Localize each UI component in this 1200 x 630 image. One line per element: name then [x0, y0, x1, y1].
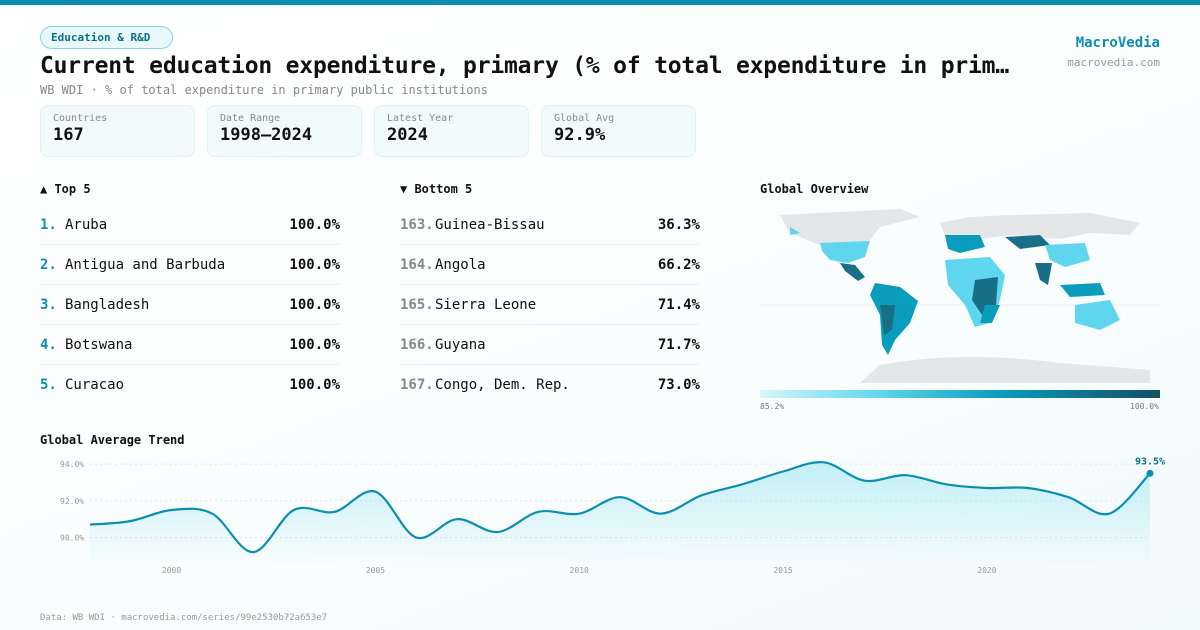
- country-name: Bangladesh: [65, 296, 150, 313]
- country-value: 66.2%: [657, 256, 700, 273]
- country-name: Antigua and Barbuda: [65, 256, 226, 273]
- last-value-label: 93.5%: [1135, 456, 1165, 467]
- country-name: Guyana: [435, 336, 486, 353]
- stat-countries: Countries 167: [40, 105, 195, 157]
- stat-label: Latest Year: [387, 113, 454, 124]
- rank: 4.: [40, 336, 57, 353]
- stat-global-avg: Global Avg 92.9%: [541, 105, 696, 157]
- europe: [945, 235, 985, 253]
- rank: 5.: [40, 377, 57, 393]
- list-item[interactable]: 164. Angola 66.2%: [400, 245, 700, 285]
- china: [1045, 243, 1090, 267]
- trend-chart[interactable]: 90.0% 92.0% 94.0% 2000 2005 2010 2015 2020 93.5%: [40, 455, 1170, 585]
- bottom5-list: 163. Guinea-Bissau 36.3% 164. Angola 66.2% 165…: [400, 205, 700, 405]
- list-item[interactable]: 5. Curacao 100.0%: [40, 365, 340, 405]
- rank: 167.: [400, 377, 434, 393]
- rank: 1.: [40, 216, 57, 233]
- india: [1035, 263, 1052, 285]
- list-item[interactable]: 165. Sierra Leone 71.4%: [400, 285, 700, 325]
- y-tick-label: 90.0%: [60, 534, 84, 543]
- trend-area: [90, 462, 1150, 565]
- country-value: 100.0%: [289, 377, 340, 393]
- southeast-asia: [1060, 283, 1105, 297]
- country-name: Angola: [435, 256, 486, 273]
- stat-latest-year: Latest Year 2024: [374, 105, 529, 157]
- country-value: 100.0%: [289, 296, 340, 313]
- last-point-marker: [1146, 469, 1154, 477]
- world-map[interactable]: [760, 205, 1160, 385]
- country-value: 36.3%: [657, 216, 700, 233]
- country-name: Aruba: [65, 216, 108, 233]
- x-tick-label: 2000: [162, 566, 181, 575]
- usa: [820, 241, 870, 263]
- legend-max: 100.0%: [1130, 402, 1159, 411]
- country-name: Curacao: [65, 377, 125, 393]
- x-tick-label: 2020: [977, 566, 996, 575]
- central-america: [840, 263, 865, 281]
- stat-value: 167: [53, 125, 84, 145]
- top-accent-bar: [0, 0, 1200, 5]
- stat-value: 92.9%: [554, 125, 606, 145]
- bottom5-heading: ▼ Bottom 5: [400, 182, 473, 196]
- country-value: 71.7%: [657, 336, 700, 353]
- stat-label: Date Range: [220, 113, 281, 124]
- x-tick-label: 2010: [570, 566, 589, 575]
- stat-value: 1998–2024: [220, 125, 313, 145]
- country-name: Botswana: [65, 336, 133, 353]
- top5-heading: ▲ Top 5: [40, 182, 91, 196]
- category-badge[interactable]: Education & R&D: [40, 26, 174, 49]
- trend-line: [89, 461, 1151, 554]
- country-value: 100.0%: [289, 256, 340, 273]
- rank: 3.: [40, 296, 57, 313]
- list-item[interactable]: 166. Guyana 71.7%: [400, 325, 700, 365]
- brand-url[interactable]: macrovedia.com: [1067, 56, 1160, 69]
- legend-min: 85.2%: [760, 402, 785, 411]
- rank: 165.: [400, 296, 434, 313]
- map-color-legend: [760, 390, 1160, 398]
- footer-source: Data: WB WDI · macrovedia.com/series/99e…: [40, 613, 328, 623]
- rank: 2.: [40, 256, 57, 273]
- page-subtitle: WB WDI · % of total expenditure in prima…: [40, 83, 488, 97]
- australia: [1075, 300, 1120, 330]
- list-item[interactable]: 1. Aruba 100.0%: [40, 205, 340, 245]
- y-tick-label: 92.0%: [60, 497, 84, 506]
- stat-value: 2024: [387, 125, 428, 145]
- list-item[interactable]: 3. Bangladesh 100.0%: [40, 285, 340, 325]
- south-america: [870, 283, 918, 355]
- top5-list: 1. Aruba 100.0% 2. Antigua and Barbuda 100.0%…: [40, 205, 340, 405]
- list-item[interactable]: 163. Guinea-Bissau 36.3%: [400, 205, 700, 245]
- country-value: 73.0%: [657, 377, 700, 393]
- x-tick-label: 2015: [773, 566, 792, 575]
- list-item[interactable]: 2. Antigua and Barbuda 100.0%: [40, 245, 340, 285]
- y-tick-label: 94.0%: [60, 460, 84, 469]
- country-value: 71.4%: [657, 296, 700, 313]
- central-asia: [1005, 235, 1050, 249]
- stat-date-range: Date Range 1998–2024: [207, 105, 362, 157]
- north-america-north: [780, 209, 920, 265]
- antarctica: [860, 356, 1150, 383]
- stat-label: Countries: [53, 113, 108, 124]
- map-heading: Global Overview: [760, 182, 869, 196]
- page-title: Current education expenditure, primary (…: [40, 53, 1010, 79]
- rank: 163.: [400, 216, 434, 233]
- list-item[interactable]: 4. Botswana 100.0%: [40, 325, 340, 365]
- russia: [940, 213, 1140, 243]
- brand-logo[interactable]: MacroVedia: [1075, 35, 1160, 51]
- rank: 166.: [400, 336, 434, 353]
- list-item[interactable]: 167. Congo, Dem. Rep. 73.0%: [400, 365, 700, 405]
- country-value: 100.0%: [289, 336, 340, 353]
- rank: 164.: [400, 256, 434, 273]
- trend-heading: Global Average Trend: [40, 433, 185, 447]
- country-name: Guinea-Bissau: [435, 216, 545, 233]
- x-tick-label: 2005: [366, 566, 385, 575]
- country-value: 100.0%: [289, 216, 340, 233]
- country-name: Sierra Leone: [435, 296, 537, 313]
- country-name: Congo, Dem. Rep.: [435, 377, 570, 393]
- stat-label: Global Avg: [554, 113, 615, 124]
